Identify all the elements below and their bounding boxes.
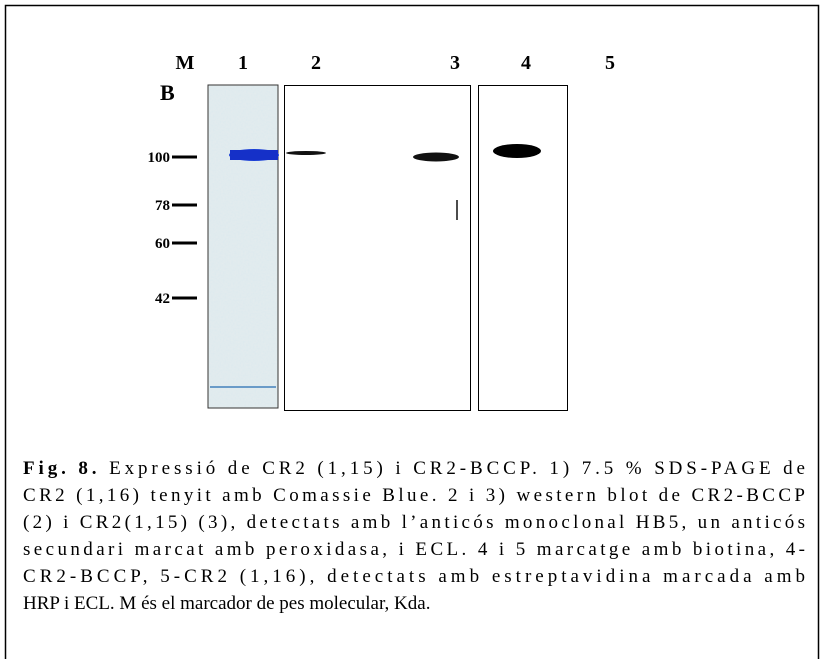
band <box>493 144 541 158</box>
caption-line: HRP i ECL. M és el marcador de pes molec… <box>23 593 430 614</box>
caption-line: secundari marcat amb peroxidasa, i ECL. … <box>23 539 805 560</box>
lane-label: M <box>176 52 195 74</box>
band <box>286 151 326 155</box>
caption-text: Expressió de CR2 (1,15) i CR2-BCCP. 1) 7… <box>100 458 805 479</box>
band <box>230 150 278 160</box>
marker-label: 42 <box>155 291 170 307</box>
gel-texture <box>209 86 277 407</box>
caption-text: HRP i ECL. M és el marcador de pes molec… <box>23 593 430 614</box>
caption-line: (2) i CR2(1,15) (3), detectats amb l’ant… <box>23 512 805 533</box>
panel-label: B <box>160 80 175 105</box>
caption-text: CR2 (1,16) tenyit amb Comassie Blue. 2 i… <box>23 485 805 506</box>
lane-label: 3 <box>450 52 460 74</box>
caption-line: CR2 (1,16) tenyit amb Comassie Blue. 2 i… <box>23 485 805 506</box>
caption-line: CR2-BCCP, 5-CR2 (1,16), detectats amb es… <box>23 566 805 587</box>
lane-label: 1 <box>238 52 248 74</box>
caption-text: CR2-BCCP, 5-CR2 (1,16), detectats amb es… <box>23 566 805 587</box>
lane-label: 4 <box>521 52 531 74</box>
marker-label: 60 <box>155 236 170 252</box>
blot-panel <box>479 86 568 411</box>
marker-label: 78 <box>155 198 170 214</box>
caption-label: Fig. 8. <box>23 458 97 479</box>
caption-text: (2) i CR2(1,15) (3), detectats amb l’ant… <box>23 512 805 533</box>
lane-label: 2 <box>311 52 321 74</box>
caption-line: Fig. 8. Expressió de CR2 (1,15) i CR2-BC… <box>23 458 805 479</box>
figure: B M 1 2 3 4 5 100 78 60 42 Fig. 8. Expressió de … <box>0 0 824 659</box>
lane-label: 5 <box>605 52 615 74</box>
caption-text: secundari marcat amb peroxidasa, i ECL. … <box>23 539 805 560</box>
band <box>413 153 459 162</box>
marker-label: 100 <box>148 150 171 166</box>
blot-panel <box>285 86 471 411</box>
